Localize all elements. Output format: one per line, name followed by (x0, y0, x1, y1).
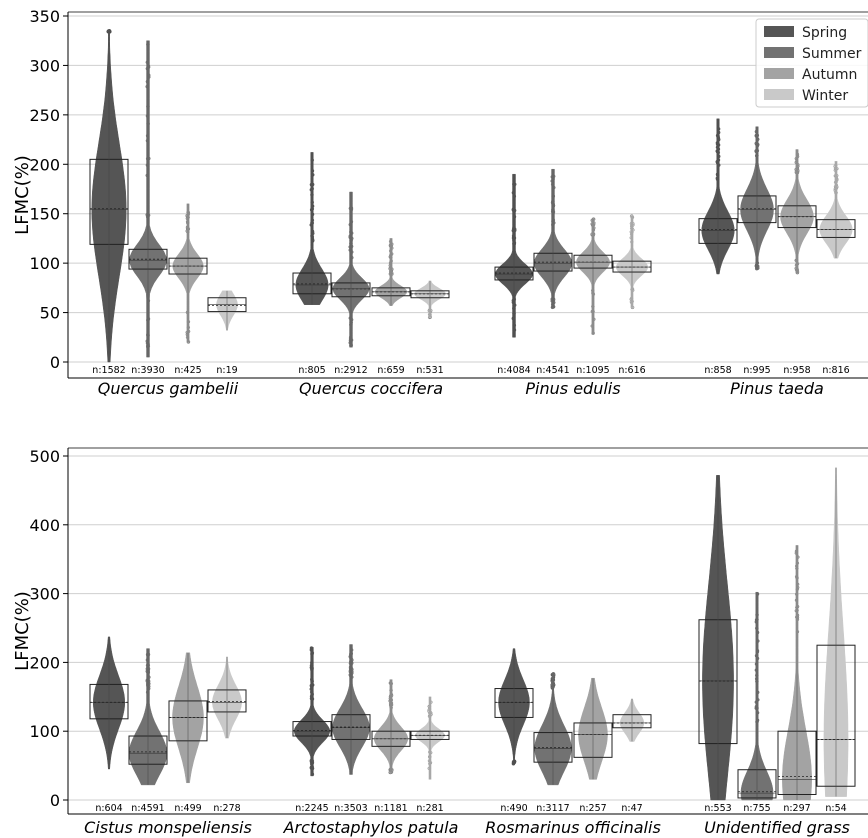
chart-panel-1: 0 50 100 150 200 250 300 350 LFMC(%) n:1582 n:3930… (12, 7, 868, 398)
y-tick-label: 0 (50, 353, 60, 372)
sample-size-label: n:47 (621, 803, 642, 814)
group-pinus-edulis: n:4084 n:4541 n:1095 n:616 Pinus edulis (494, 168, 652, 398)
legend-swatch (764, 26, 794, 37)
y-axis-title: LFMC(%) (12, 591, 33, 671)
sample-size-label: n:958 (783, 365, 810, 376)
category-label: Cistus monspeliensis (84, 818, 252, 837)
sample-size-label: n:1181 (374, 803, 407, 814)
sample-size-label: n:616 (618, 365, 645, 376)
sample-size-label: n:816 (822, 365, 849, 376)
sample-size-label: n:257 (579, 803, 606, 814)
legend-swatch (764, 68, 794, 79)
sample-size-label: n:2912 (334, 365, 367, 376)
sample-size-label: n:1582 (92, 365, 125, 376)
y-tick-label: 300 (29, 585, 60, 604)
y-tick-label: 300 (29, 56, 60, 75)
sample-size-label: n:755 (743, 803, 770, 814)
sample-size-label: n:297 (783, 803, 810, 814)
legend-frame (755, 18, 868, 108)
group-unidentified-grass: n:553 n:755 n:297 n:54 Unidentified grass (698, 467, 856, 837)
sample-size-label: n:553 (704, 803, 731, 814)
y-tick-label: 250 (29, 106, 60, 125)
category-label: Arctostaphylos patula (283, 818, 459, 837)
sample-size-label: n:995 (743, 365, 770, 376)
sample-size-label: n:278 (213, 803, 240, 814)
sample-size-label: n:805 (298, 365, 325, 376)
y-tick-label: 0 (50, 791, 60, 810)
sample-size-label: n:499 (174, 803, 201, 814)
sample-size-label: n:659 (377, 365, 404, 376)
y-tick-label: 150 (29, 205, 60, 224)
group-quercus-coccifera: n:805 n:2912 n:659 n:531 Quercus coccifera (292, 152, 450, 398)
sample-size-label: n:4541 (536, 365, 569, 376)
y-tick-label: 350 (29, 7, 60, 26)
y-tick-label: 400 (29, 516, 60, 535)
category-label: Quercus coccifera (299, 379, 443, 398)
legend-swatch (764, 47, 794, 58)
sample-size-label: n:19 (216, 365, 237, 376)
sample-size-label: n:3503 (334, 803, 367, 814)
sample-size-label: n:3930 (131, 365, 164, 376)
sample-size-label: n:490 (500, 803, 527, 814)
legend-label: Winter (802, 88, 848, 104)
sample-size-label: n:2245 (295, 803, 328, 814)
legend-label: Spring (802, 25, 847, 41)
sample-size-label: n:531 (416, 365, 443, 376)
legend-label: Summer (802, 46, 862, 62)
category-label: Pinus taeda (730, 379, 824, 398)
sample-size-label: n:858 (704, 365, 731, 376)
y-tick-label: 200 (29, 653, 60, 672)
y-tick-label: 50 (40, 304, 60, 323)
legend: Spring Summer Autumn Winter (755, 18, 868, 108)
y-tick-label: 100 (29, 254, 60, 273)
sample-size-label: n:4084 (497, 365, 530, 376)
group-cistus-monspeliensis: n:604 n:4591 n:499 n:278 Cistus monspeliensi… (84, 636, 252, 837)
legend-swatch (764, 89, 794, 100)
sample-size-label: n:1095 (576, 365, 609, 376)
sample-size-label: n:3117 (536, 803, 569, 814)
legend-label: Autumn (802, 67, 857, 83)
group-arctostaphylos-patula: n:2245 n:3503 n:1181 n:281 Arctostaphylos pa… (283, 644, 459, 837)
y-axis-title: LFMC(%) (12, 155, 33, 235)
y-tick-label: 200 (29, 155, 60, 174)
sample-size-label: n:4591 (131, 803, 164, 814)
sample-size-label: n:281 (416, 803, 443, 814)
group-quercus-gambelii: n:1582 n:3930 n:425 n:19 Quercus gambelii (89, 29, 247, 398)
y-tick-label: 500 (29, 447, 60, 466)
category-label: Quercus gambelii (98, 379, 239, 398)
sample-size-label: n:54 (825, 803, 846, 814)
category-label: Rosmarinus officinalis (485, 818, 661, 837)
group-rosmarinus-officinalis: n:490 n:3117 n:257 n:47 Rosmarinus officinal… (485, 648, 661, 837)
category-label: Unidentified grass (704, 818, 850, 837)
sample-size-label: n:425 (174, 365, 201, 376)
group-pinus-taeda: n:858 n:995 n:958 n:816 Pinus taeda (698, 118, 856, 398)
sample-size-label: n:604 (95, 803, 122, 814)
y-tick-label: 100 (29, 722, 60, 741)
category-label: Pinus edulis (525, 379, 620, 398)
